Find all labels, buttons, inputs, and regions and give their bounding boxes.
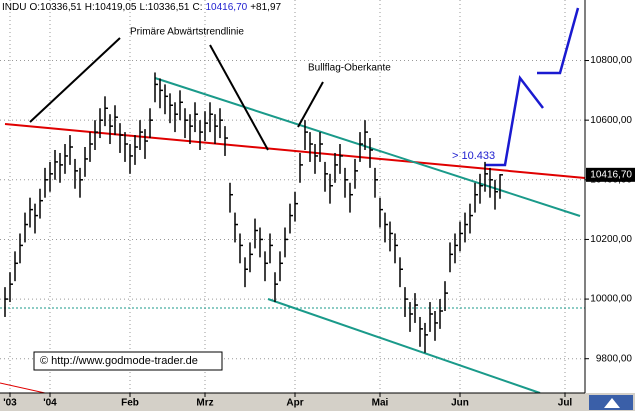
y-axis-panel — [585, 0, 635, 393]
projection — [485, 74, 544, 167]
pointer-line — [297, 81, 324, 128]
header-item: +81,97 — [250, 2, 281, 13]
pointer-line — [209, 44, 269, 151]
bars — [4, 72, 503, 353]
last-price-label: 10416,70 — [590, 169, 632, 180]
header-item: C: — [193, 2, 203, 13]
x-tick-label: Jun — [451, 398, 469, 409]
annotation: Primäre Abwärtstrendlinie — [130, 27, 244, 38]
y-tick-label: 10600,00 — [590, 115, 632, 126]
x-tick-label: Mrz — [196, 398, 213, 409]
projection — [537, 7, 580, 75]
y-tick-label: 10000,00 — [590, 294, 632, 305]
header-item: O:10336,51 — [29, 2, 82, 13]
x-tick-label: Feb — [121, 398, 139, 409]
x-tick-label: Apr — [286, 398, 303, 409]
x-tick-label: Jul — [558, 398, 573, 409]
pointer-line — [29, 37, 121, 123]
y-tick-label: 9800,00 — [596, 353, 633, 364]
x-tick-label: '04 — [43, 398, 57, 409]
old-line — [0, 382, 46, 394]
last-price-box — [586, 167, 635, 182]
header-item: INDU — [2, 2, 26, 13]
copyright-box — [33, 351, 223, 371]
header-item: H:10419,05 — [85, 2, 137, 13]
copyright: © http://www.godmode-trader.de — [40, 355, 198, 367]
y-tick-label: 10200,00 — [590, 234, 632, 245]
x-tick-label: Mai — [372, 398, 389, 409]
y-tick-label: 10800,00 — [590, 55, 632, 66]
header-item: 10416,70 — [206, 2, 248, 13]
x-tick-label: '03 — [3, 398, 17, 409]
annotation: > 10.433 — [452, 150, 495, 162]
corner-icon — [604, 398, 620, 408]
x-axis-panel — [0, 393, 635, 411]
flag-upper-line — [154, 77, 581, 217]
annotation: Bullflag-Oberkante — [308, 63, 391, 74]
header: INDU O:10336,51 H:10419,05 L:10336,51 C: 1041… — [2, 2, 282, 13]
downtrend-line — [4, 123, 586, 179]
header-item: L:10336,51 — [139, 2, 189, 13]
flag-lower-line — [267, 298, 541, 394]
